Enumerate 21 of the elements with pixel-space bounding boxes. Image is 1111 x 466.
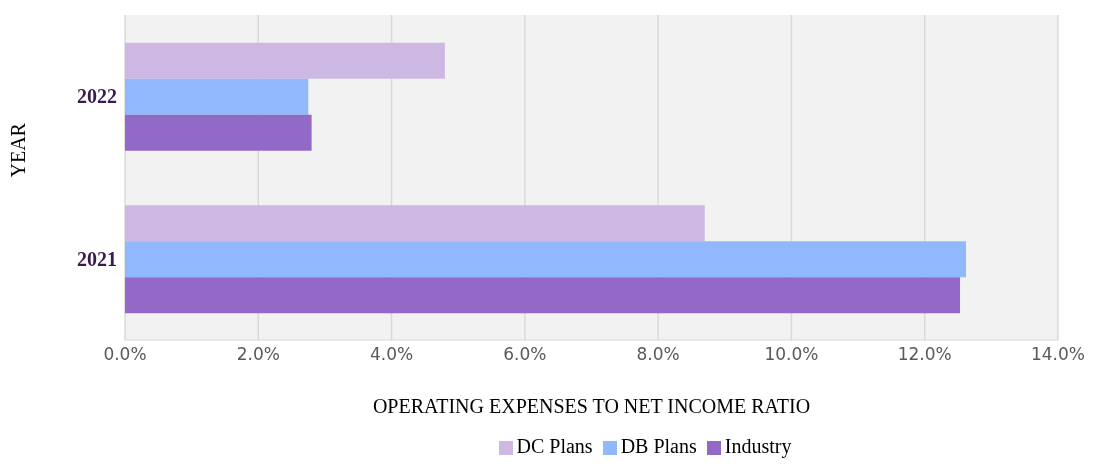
y-axis-title: YEAR bbox=[7, 122, 30, 178]
x-tick-label: 2.0% bbox=[236, 344, 280, 365]
bar bbox=[125, 78, 309, 115]
x-tick-label: 14.0% bbox=[1030, 344, 1086, 365]
bar bbox=[125, 241, 967, 278]
y-tick-label: 2021 bbox=[77, 247, 117, 270]
x-tick-label: 4.0% bbox=[369, 344, 414, 365]
bar bbox=[125, 42, 445, 79]
legend-label: DC Plans bbox=[516, 435, 593, 457]
legend-label: DB Plans bbox=[620, 435, 697, 457]
x-tick-label: 6.0% bbox=[503, 344, 547, 365]
legend-label: Industry bbox=[724, 435, 792, 457]
bar bbox=[125, 205, 705, 242]
y-tick-label: 2022 bbox=[77, 85, 117, 108]
x-tick-label: 0.0% bbox=[103, 344, 147, 365]
x-axis-title: OPERATING EXPENSES TO NET INCOME RATIO bbox=[372, 395, 811, 417]
x-tick-label: 12.0% bbox=[897, 344, 952, 365]
x-tick-label: 8.0% bbox=[636, 344, 680, 365]
x-tick-label: 10.0% bbox=[764, 344, 819, 365]
bar bbox=[125, 114, 312, 151]
bar bbox=[125, 277, 961, 314]
